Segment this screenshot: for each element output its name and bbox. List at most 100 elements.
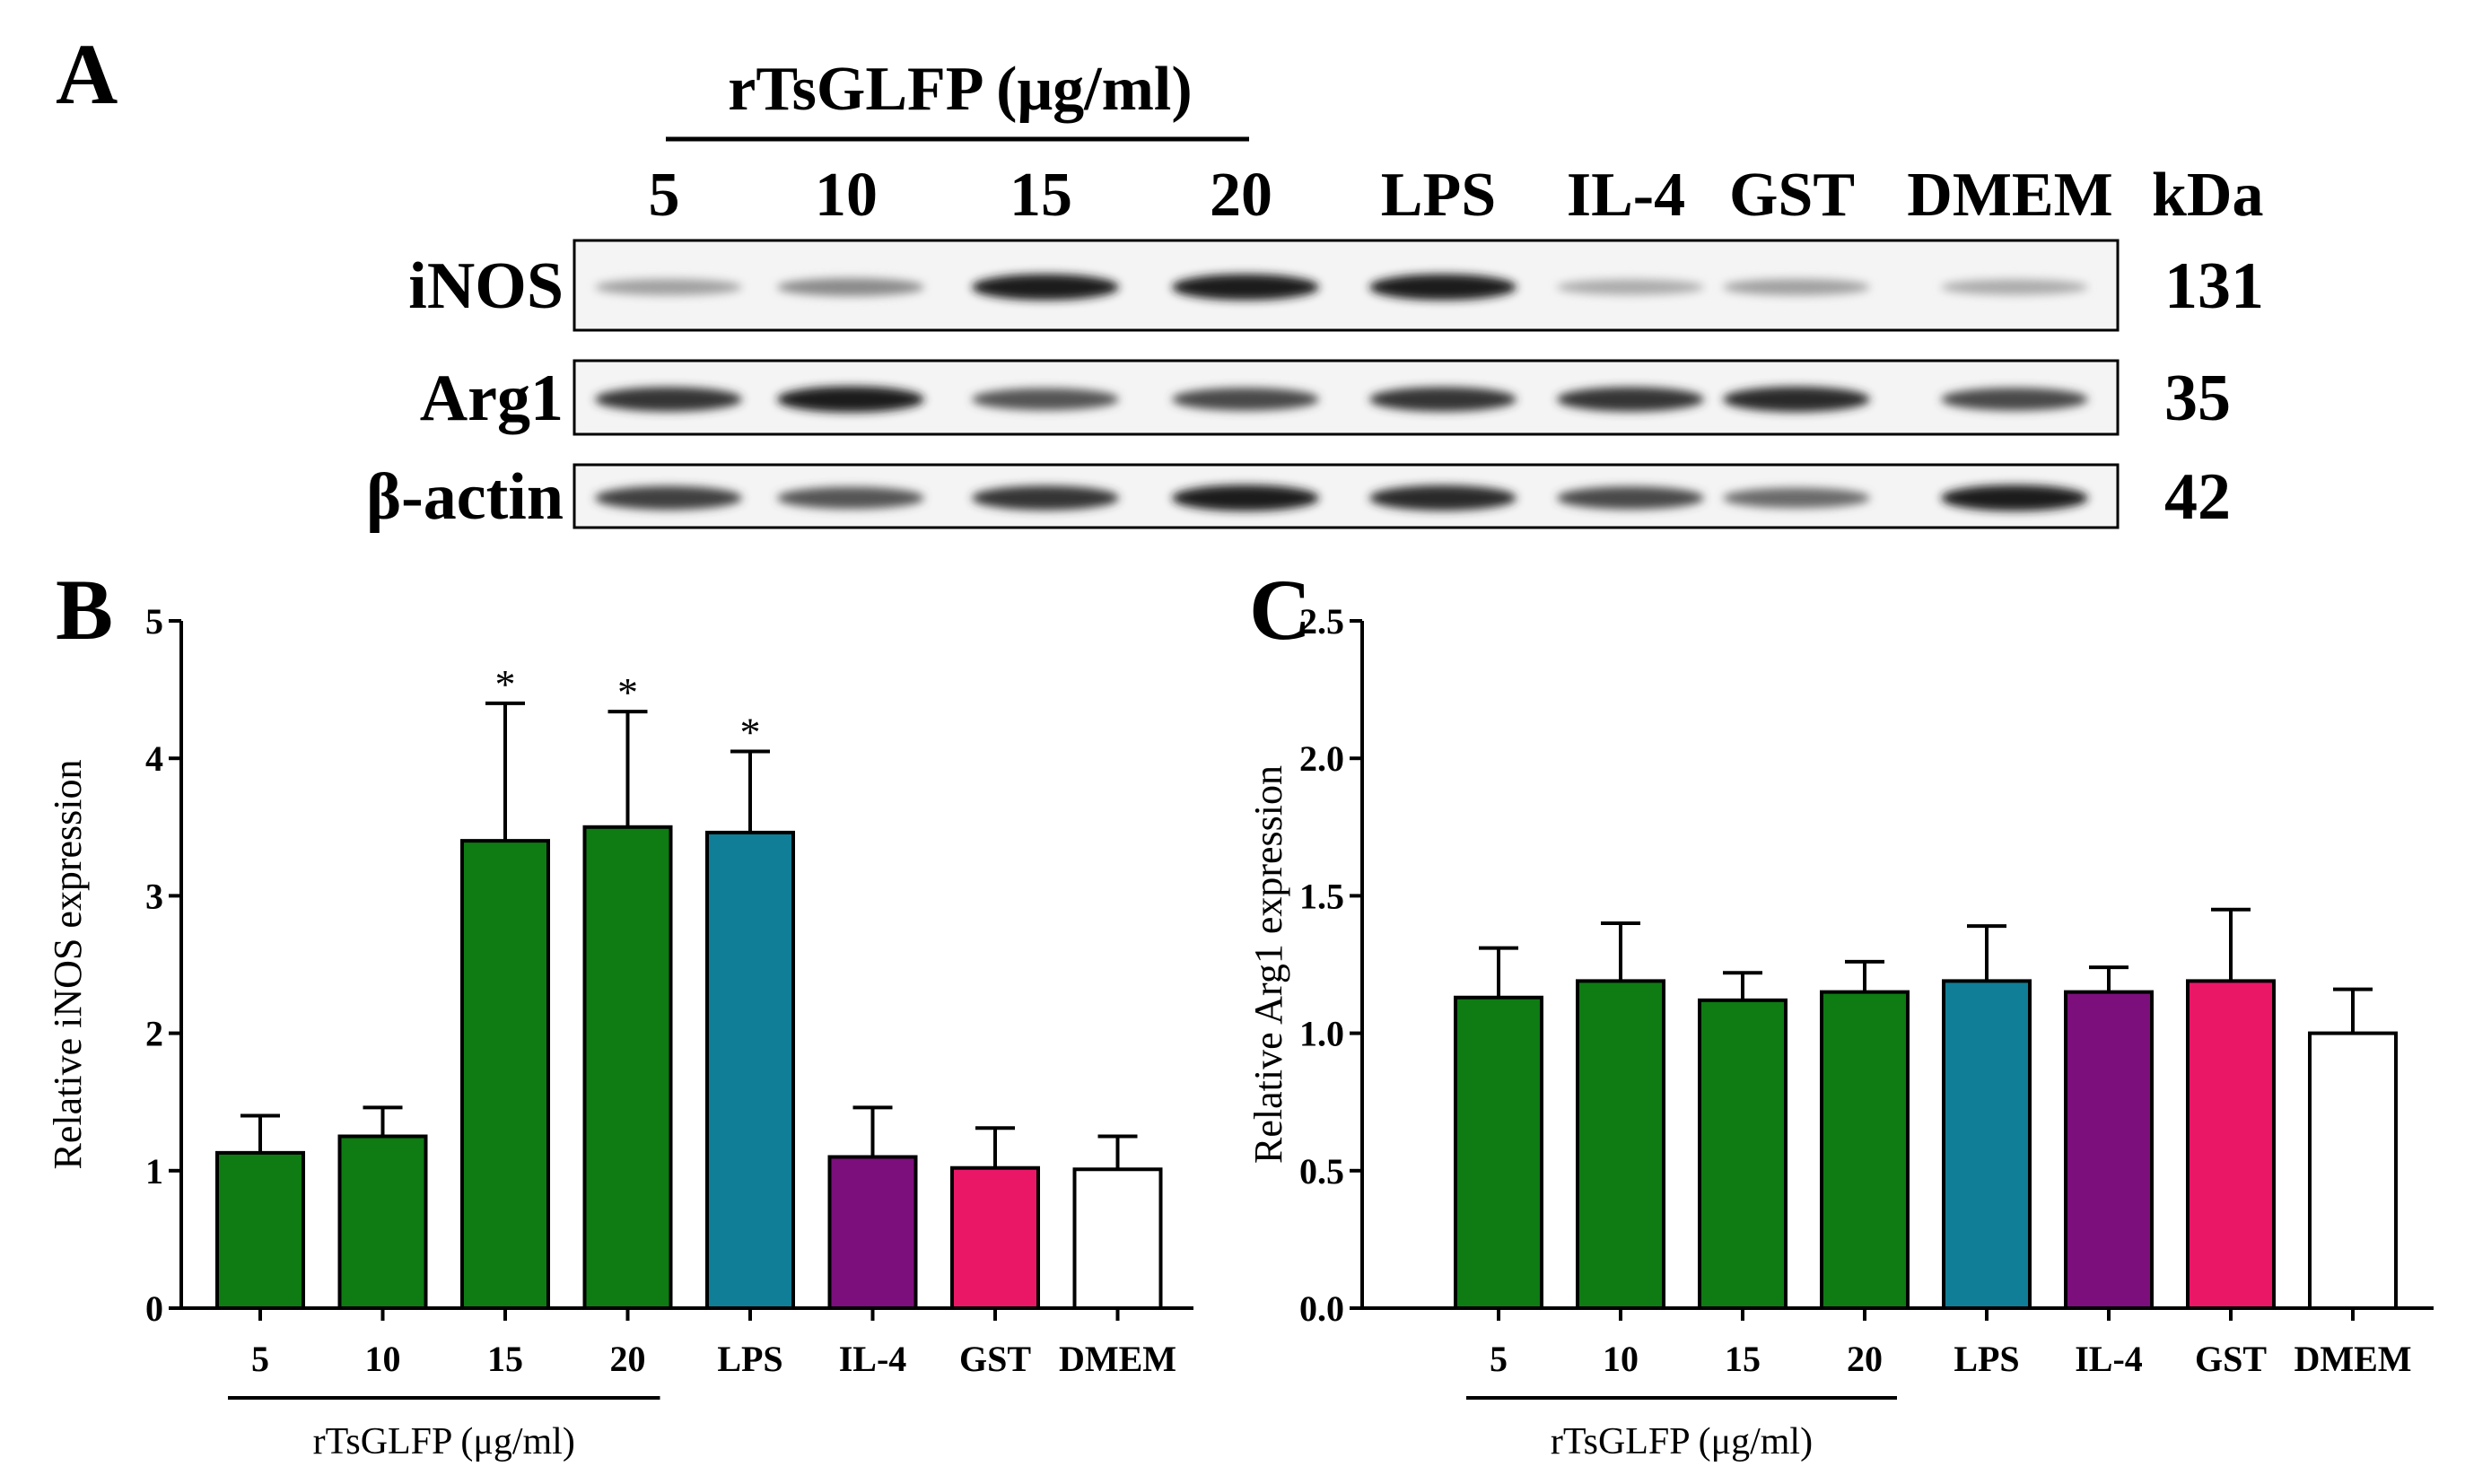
blot-band <box>972 485 1119 511</box>
blot-row: Arg1 35 <box>420 359 2231 436</box>
x-tick-label: GST <box>2195 1339 2267 1379</box>
blot-lane-label: GST <box>1729 161 1855 230</box>
x-tick-label: 15 <box>1725 1339 1761 1379</box>
y-tick-label: 1.0 <box>1299 1014 1344 1054</box>
blot-band <box>1941 279 2088 295</box>
blot-row: β-actin 42 <box>366 460 2231 534</box>
blot-rows: iNOS 131 Arg1 35 β-actin 42 <box>366 239 2264 534</box>
y-tick-label: 5 <box>145 601 163 642</box>
bar <box>1698 998 1788 1311</box>
x-tick-label: 5 <box>251 1339 269 1379</box>
y-tick-label: 4 <box>145 738 163 779</box>
x-tick-label: 10 <box>365 1339 401 1379</box>
y-tick-label: 2.5 <box>1299 601 1344 642</box>
blot-lane-label: 10 <box>815 161 878 230</box>
blot-row-name: Arg1 <box>420 362 564 435</box>
blot-band <box>972 388 1119 411</box>
bar <box>2308 1031 2398 1310</box>
blot-band <box>1369 484 1517 511</box>
significance-marker: * <box>495 661 516 707</box>
y-tick-label: 1.5 <box>1299 876 1344 916</box>
blot-lane-labels: 5 10 15 20 LPS IL-4 GST DMEM <box>649 161 2113 230</box>
blot-band <box>1557 279 1704 295</box>
blot-band <box>1557 486 1704 510</box>
blot-band <box>1723 278 1870 296</box>
blot-lane-label: IL-4 <box>1567 161 1685 230</box>
blot-lane-label: 20 <box>1210 161 1272 230</box>
panel-c-label: C <box>1249 562 1311 658</box>
chart-c-arg1: 0.0 0.5 1.0 1.5 2.0 2.5 Relative Arg1 expressi… <box>1246 601 2434 1462</box>
x-group-label: rTsGLFP (μg/ml) <box>313 1421 575 1462</box>
x-tick-label: 20 <box>610 1339 646 1379</box>
panel-b-label: B <box>56 562 113 658</box>
bar <box>582 825 673 1310</box>
x-group-label: rTsGLFP (μg/ml) <box>1551 1421 1813 1462</box>
bar <box>215 1150 305 1311</box>
bar <box>1820 990 1910 1310</box>
blot-band <box>1369 274 1517 301</box>
blot-band <box>1723 386 1870 413</box>
x-tick-label: DMEM <box>2294 1339 2411 1379</box>
bar <box>1454 995 1543 1310</box>
bar <box>705 830 795 1310</box>
x-tick-label: 10 <box>1603 1339 1639 1379</box>
blot-band <box>1723 487 1870 509</box>
bar <box>1072 1167 1163 1310</box>
panel-a-label: A <box>56 26 118 122</box>
bar <box>950 1165 1040 1310</box>
bar <box>337 1134 428 1310</box>
blot-lane-label: 15 <box>1010 161 1072 230</box>
x-tick-label: IL-4 <box>839 1339 907 1379</box>
blot-band <box>1172 484 1319 511</box>
y-axis-label: Relative iNOS expression <box>46 759 90 1169</box>
blot-band <box>595 485 742 511</box>
bar <box>1942 979 2032 1311</box>
blot-group-label: rTsGLFP (μg/ml) <box>728 55 1192 124</box>
x-tick-label: DMEM <box>1059 1339 1176 1379</box>
significance-marker: * <box>617 669 638 715</box>
bar <box>827 1155 918 1310</box>
y-tick-label: 3 <box>145 876 163 916</box>
y-tick-label: 1 <box>145 1151 163 1192</box>
western-blot-panel: rTsGLFP (μg/ml) 5 10 15 20 LPS IL-4 GST DMEM kD… <box>366 55 2264 534</box>
blot-band <box>777 386 924 413</box>
y-tick-label: 2.0 <box>1299 738 1344 779</box>
bar <box>2186 979 2276 1311</box>
blot-kda-value: 42 <box>2164 460 2231 534</box>
y-tick-label: 0.0 <box>1299 1288 1344 1329</box>
x-tick-label: 5 <box>1490 1339 1508 1379</box>
x-tick-label: 15 <box>487 1339 523 1379</box>
blot-band <box>1172 388 1319 411</box>
blot-row-name: iNOS <box>408 249 564 323</box>
x-tick-label: LPS <box>717 1339 782 1379</box>
blot-kda-value: 131 <box>2164 249 2264 323</box>
blot-band <box>777 486 924 510</box>
x-tick-label: LPS <box>1954 1339 2019 1379</box>
x-tick-label: 20 <box>1847 1339 1883 1379</box>
y-tick-label: 2 <box>145 1014 163 1054</box>
x-tick-label: GST <box>959 1339 1031 1379</box>
blot-lane-label: LPS <box>1381 161 1496 230</box>
y-tick-label: 0.5 <box>1299 1151 1344 1192</box>
blot-kda-value: 35 <box>2164 362 2231 435</box>
blot-row: iNOS 131 <box>408 239 2264 332</box>
blot-band <box>595 278 742 296</box>
blot-band <box>595 387 742 412</box>
blot-band <box>1369 387 1517 412</box>
x-tick-label: IL-4 <box>2075 1339 2143 1379</box>
blot-band <box>972 274 1119 301</box>
blot-lane-label: 5 <box>649 161 680 230</box>
y-tick-label: 0 <box>145 1288 163 1329</box>
blot-lane-label: DMEM <box>1907 161 2112 230</box>
chart-b-inos: 0 1 2 3 4 5 Relative iNOS expression 5 10 * 15 * 20 *… <box>46 601 1193 1462</box>
blot-row-name: β-actin <box>366 460 564 534</box>
bar <box>2064 990 2154 1310</box>
bar <box>460 839 550 1310</box>
significance-marker: * <box>740 710 761 755</box>
blot-band <box>1557 387 1704 412</box>
blot-band <box>777 277 924 297</box>
blot-band <box>1941 484 2088 511</box>
bar <box>1576 979 1665 1311</box>
y-axis-label: Relative Arg1 expression <box>1246 765 1290 1164</box>
